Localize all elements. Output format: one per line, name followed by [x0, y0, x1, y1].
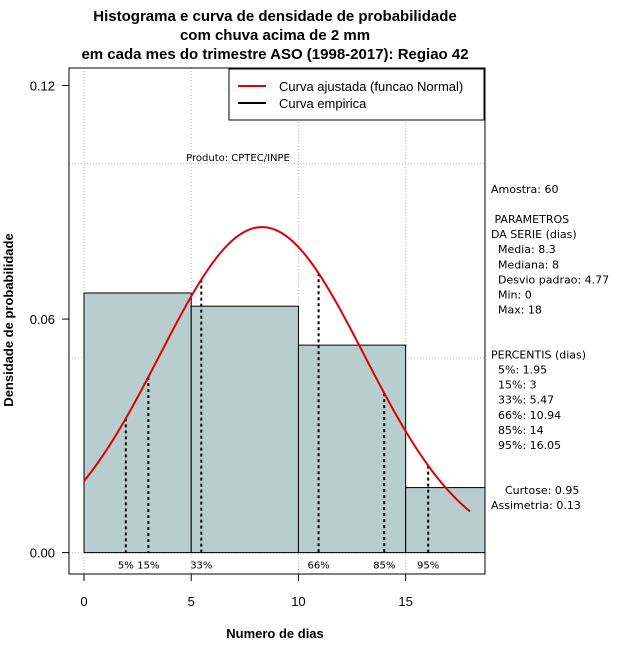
- stats-line: PARAMETROS: [491, 213, 569, 226]
- stats-line: 95%: 16.05: [491, 439, 561, 452]
- legend-entry: Curva ajustada (funcao Normal): [279, 79, 463, 94]
- chart-title-line-3: em cada mes do trimestre ASO (1998-2017)…: [81, 46, 468, 63]
- stats-line: Mediana: 8: [491, 258, 559, 271]
- histogram-bar: [297, 344, 407, 554]
- product-credit: Produto: CPTEC/INPE: [186, 153, 290, 164]
- y-tick-label: 0.12: [30, 79, 55, 94]
- x-tick-label: 0: [80, 594, 87, 609]
- x-tick-label: 10: [291, 594, 305, 609]
- stats-panel: Amostra: 60 PARAMETROS DA SERIE (dias) Me…: [491, 183, 609, 512]
- y-axis-label: Densidade de probabilidade: [1, 233, 16, 406]
- y-tick-label: 0.00: [30, 546, 55, 561]
- legend: Curva ajustada (funcao Normal) Curva empi…: [228, 68, 485, 121]
- stats-line: DA SERIE (dias): [491, 228, 577, 241]
- stats-line: Min: 0: [491, 288, 532, 301]
- x-axis: 0 5 10 15: [80, 573, 413, 609]
- percentile-label: 15%: [137, 561, 159, 572]
- percentile-lines: 5% 15% 33% 66% 85% 95%: [118, 273, 439, 572]
- histogram-bar: [83, 292, 192, 554]
- stats-line: 66%: 10.94: [491, 409, 561, 422]
- x-tick-label: 15: [398, 594, 412, 609]
- percentile-label: 5%: [118, 561, 134, 572]
- percentile-label: 85%: [373, 561, 395, 572]
- percentile-label: 33%: [190, 561, 212, 572]
- stats-line: Desvio padrao: 4.77: [491, 273, 609, 286]
- chart-title-line-2: com chuva acima de 2 mm: [180, 27, 370, 44]
- percentile-label: 95%: [417, 561, 439, 572]
- stats-line: Max: 18: [491, 303, 542, 316]
- y-axis: 0.00 0.06 0.12: [30, 79, 70, 561]
- stats-line: Assimetria: 0.13: [491, 499, 581, 512]
- stats-line: Curtose: 0.95: [491, 484, 579, 497]
- stats-line: 15%: 3: [491, 379, 537, 392]
- chart-title-line-1: Histograma e curva de densidade de proba…: [93, 8, 456, 25]
- histogram-bar: [190, 305, 299, 554]
- stats-line: 85%: 14: [491, 424, 544, 437]
- histogram-bars: [83, 292, 486, 554]
- y-tick-label: 0.06: [30, 312, 55, 327]
- histogram-bar: [405, 487, 486, 554]
- percentile-label: 66%: [307, 561, 329, 572]
- legend-box: [228, 68, 485, 121]
- stats-line: 5%: 1.95: [491, 364, 547, 377]
- stats-line: Amostra: 60: [491, 183, 558, 196]
- x-tick-label: 5: [188, 594, 195, 609]
- stats-line: Media: 8.3: [491, 243, 556, 256]
- stats-line: 33%: 5.47: [491, 394, 554, 407]
- density-curves: [83, 226, 471, 513]
- x-axis-label: Numero de dias: [226, 626, 324, 641]
- legend-entry: Curva empirica: [279, 96, 367, 111]
- stats-line: PERCENTIS (dias): [491, 349, 586, 362]
- normal-fit-curve: [83, 226, 471, 513]
